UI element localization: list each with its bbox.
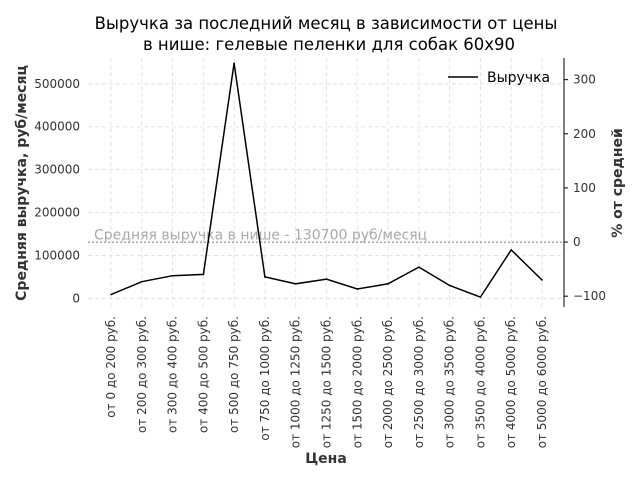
- y2-tick-label: 100: [573, 181, 596, 195]
- data-point: [264, 276, 266, 278]
- x-tick-label: от 200 до 300 руб.: [135, 316, 149, 433]
- y-tick-label: 500000: [34, 77, 80, 91]
- chart-title-line1: Выручка за последний месяц в зависимости…: [95, 14, 558, 33]
- y-tick-label: 0: [72, 291, 80, 305]
- data-points: [110, 62, 543, 298]
- y2-tick-label: 300: [573, 73, 596, 87]
- data-point: [202, 273, 205, 276]
- x-tick-label: от 0 до 200 руб.: [104, 316, 118, 418]
- data-point: [233, 62, 235, 64]
- data-point: [356, 288, 359, 290]
- y2-axis-label: % от средней: [610, 128, 626, 238]
- y-tick-label: 200000: [34, 206, 80, 220]
- x-tick-label: от 1250 до 1500 руб.: [320, 316, 334, 448]
- x-tick-label: от 5000 до 6000 руб.: [535, 316, 549, 448]
- x-tick-label: от 3000 до 3500 руб.: [443, 316, 457, 448]
- data-point: [325, 278, 328, 280]
- data-point: [541, 279, 543, 281]
- y2-tick-label: 0: [573, 235, 581, 249]
- legend-label-revenue: Выручка: [487, 70, 550, 86]
- y-tick-label: 100000: [34, 248, 80, 262]
- data-point: [418, 266, 420, 268]
- data-point: [510, 249, 513, 251]
- x-tick-label: от 1500 до 2000 руб.: [350, 316, 364, 448]
- data-point: [294, 283, 297, 285]
- x-tick-label: от 750 до 1000 руб.: [258, 316, 272, 441]
- average-label: Средняя выручка в нише - 130700 руб/меся…: [94, 227, 427, 243]
- x-tick-label: от 500 до 750 руб.: [227, 316, 241, 433]
- data-point: [110, 293, 112, 296]
- x-tick-label: от 2500 до 3000 руб.: [412, 316, 426, 448]
- data-point: [171, 274, 174, 277]
- x-tick-label: от 2000 до 2500 руб.: [381, 316, 395, 448]
- data-point: [448, 284, 451, 287]
- y-tick-label: 300000: [34, 163, 80, 177]
- grid-lines: [88, 58, 564, 307]
- y-ticks-right: −100 0 100 200 300: [564, 73, 606, 303]
- y2-tick-label: 200: [573, 127, 596, 141]
- x-axis-label: Цена: [305, 451, 347, 467]
- y2-tick-label: −100: [573, 289, 606, 303]
- x-tick-label: от 3500 до 4000 руб.: [473, 316, 487, 448]
- y-ticks-left: 0 100000 200000 300000 400000 500000: [34, 77, 80, 306]
- x-tick-label: от 400 до 500 руб.: [196, 316, 210, 433]
- x-tick-label: от 1000 до 1250 руб.: [289, 316, 303, 448]
- chart-title-line2: в нише: гелевые пеленки для собак 60х90: [143, 35, 515, 54]
- data-point: [387, 283, 389, 285]
- y-tick-label: 400000: [34, 120, 80, 134]
- y-axis-label: Средняя выручка, руб/месяц: [14, 65, 30, 301]
- x-tick-label: от 300 до 400 руб.: [166, 316, 180, 433]
- data-point: [479, 296, 482, 298]
- x-tick-label: от 4000 до 5000 руб.: [504, 316, 518, 448]
- legend: Выручка: [448, 70, 550, 86]
- data-point: [140, 280, 143, 283]
- x-ticks: от 0 до 200 руб. от 200 до 300 руб. от 300…: [104, 316, 549, 448]
